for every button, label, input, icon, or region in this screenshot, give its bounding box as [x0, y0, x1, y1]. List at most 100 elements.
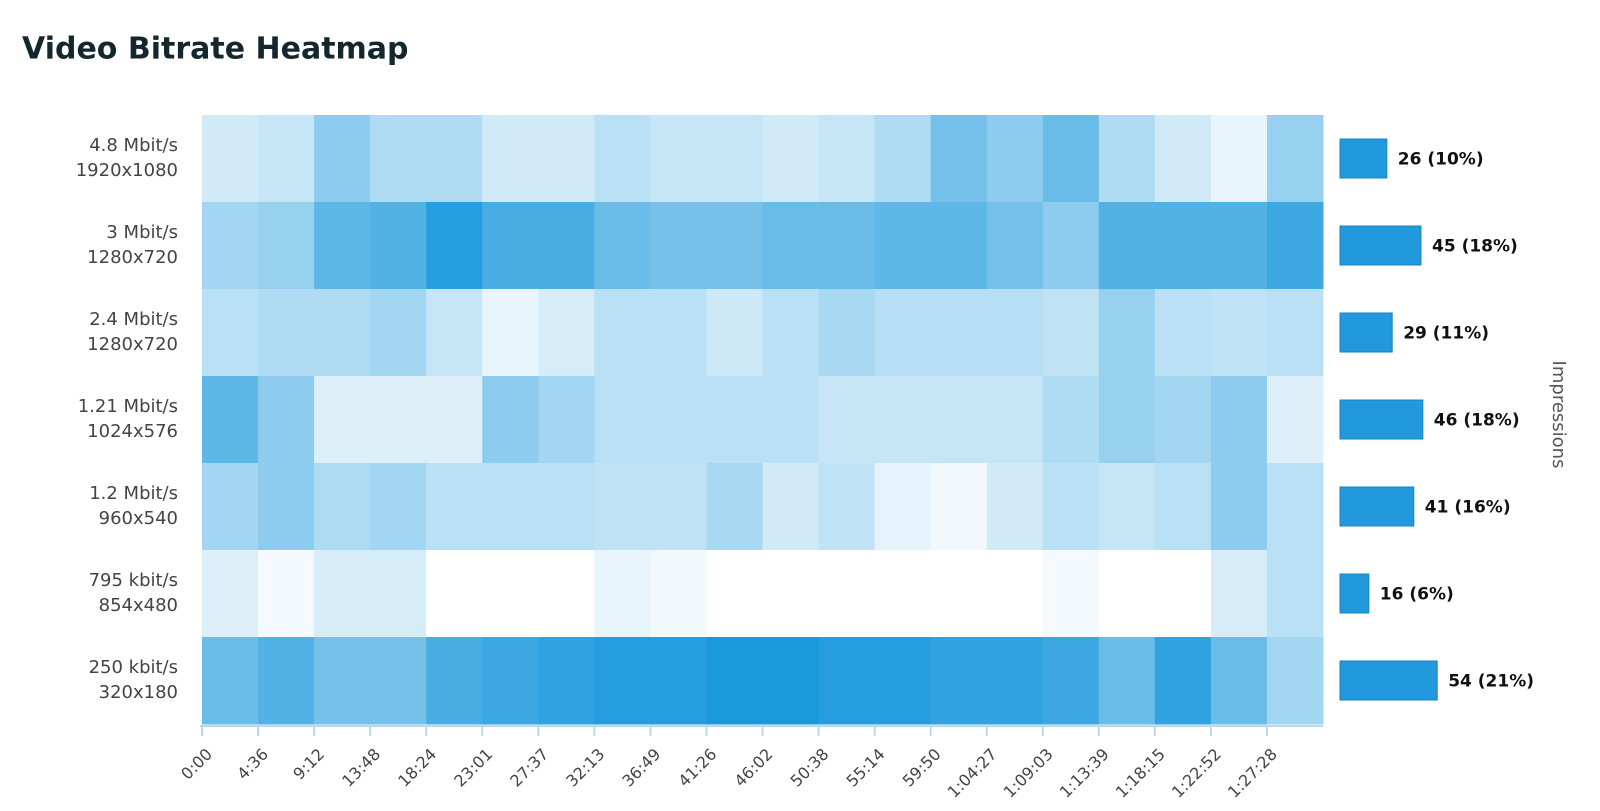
- heat-cell: [762, 637, 820, 725]
- heat-cell: [1098, 115, 1156, 203]
- heat-cell: [314, 463, 371, 551]
- heat-cell: [538, 376, 595, 464]
- heat-cell: [482, 376, 539, 464]
- y-tick-label: 320x180: [99, 682, 178, 703]
- heat-cell: [762, 376, 820, 464]
- bar-value-label: 16 (6%): [1380, 585, 1454, 605]
- y-tick-label: 1.2 Mbit/s: [89, 483, 178, 504]
- heat-cell: [930, 202, 988, 290]
- heat-cell: [874, 376, 932, 464]
- heat-cell: [762, 463, 820, 551]
- heat-cell: [1266, 289, 1324, 377]
- heat-cell: [818, 376, 876, 464]
- heat-cell: [1042, 637, 1100, 725]
- heat-cell: [538, 637, 595, 725]
- x-tick-label: 1:27:28: [1224, 745, 1281, 802]
- heat-cell: [1154, 115, 1212, 203]
- heat-cell: [482, 550, 539, 638]
- heat-cell: [426, 463, 483, 551]
- heat-cell: [1266, 376, 1324, 464]
- bar-value-label: 54 (21%): [1448, 672, 1534, 692]
- heat-cell: [986, 289, 1044, 377]
- heat-cell: [1098, 463, 1156, 551]
- heat-cell: [986, 115, 1044, 203]
- heat-cell: [762, 289, 820, 377]
- heat-cell: [986, 376, 1044, 464]
- heat-cell: [482, 115, 539, 203]
- bar: [1339, 312, 1393, 353]
- heat-cell: [202, 289, 259, 377]
- heat-cell: [1266, 463, 1324, 551]
- heat-cell: [874, 115, 932, 203]
- heat-cell: [426, 550, 483, 638]
- y-tick-label: 2.4 Mbit/s: [89, 309, 178, 330]
- bar: [1339, 486, 1415, 527]
- heat-cell: [482, 202, 539, 290]
- heat-cell: [370, 463, 427, 551]
- heat-cell: [986, 550, 1044, 638]
- heat-cell: [370, 115, 427, 203]
- heat-cell: [1098, 376, 1156, 464]
- heat-cell: [594, 550, 651, 638]
- heat-cell: [1042, 463, 1100, 551]
- y-tick-label: 1920x1080: [76, 160, 178, 181]
- heat-cell: [426, 202, 483, 290]
- heat-cell: [818, 202, 876, 290]
- x-tick-label: 1:22:52: [1168, 745, 1225, 802]
- heat-cell: [426, 289, 483, 377]
- bar: [1339, 399, 1424, 440]
- x-tick-label: 36:49: [618, 745, 664, 791]
- heat-cell: [930, 289, 988, 377]
- heat-cell: [706, 463, 763, 551]
- heat-cell: [538, 550, 595, 638]
- heat-cell: [1210, 637, 1268, 725]
- heat-cell: [930, 550, 988, 638]
- y-tick-label: 250 kbit/s: [89, 657, 178, 678]
- heat-cell: [202, 550, 259, 638]
- heat-cell: [1154, 202, 1212, 290]
- heat-cell: [650, 202, 707, 290]
- heat-cell: [314, 289, 371, 377]
- heat-cell: [1210, 550, 1268, 638]
- heat-cell: [1098, 637, 1156, 725]
- heat-cell: [314, 202, 371, 290]
- heat-cell: [818, 550, 876, 638]
- heat-cell: [258, 463, 315, 551]
- heat-cell: [818, 637, 876, 725]
- heat-cell: [538, 463, 595, 551]
- bar: [1339, 138, 1388, 179]
- bar: [1339, 225, 1422, 266]
- heat-cell: [594, 637, 651, 725]
- x-tick-label: 23:01: [450, 745, 496, 791]
- heat-cell: [482, 463, 539, 551]
- x-tick-label: 1:09:03: [1000, 745, 1057, 802]
- y-tick-label: 854x480: [99, 595, 178, 616]
- chart-title: Video Bitrate Heatmap: [22, 32, 409, 67]
- heat-cell: [706, 202, 763, 290]
- heat-cell: [1154, 637, 1212, 725]
- x-tick-label: 55:14: [843, 745, 889, 791]
- heat-cell: [650, 115, 707, 203]
- y-tick-label: 1024x576: [87, 421, 178, 442]
- x-tick-label: 18:24: [394, 745, 440, 791]
- heat-cell: [314, 376, 371, 464]
- heat-cell: [482, 637, 539, 725]
- x-tick-label: 32:13: [562, 745, 608, 791]
- heat-cell: [202, 637, 259, 725]
- heat-cell: [538, 202, 595, 290]
- heat-cell: [986, 463, 1044, 551]
- heat-cell: [1098, 202, 1156, 290]
- heat-cell: [202, 376, 259, 464]
- heat-cell: [650, 376, 707, 464]
- heat-cell: [1210, 289, 1268, 377]
- heat-cell: [706, 376, 763, 464]
- x-tick-label: 1:13:39: [1056, 745, 1113, 802]
- heat-cell: [258, 289, 315, 377]
- heat-cell: [426, 115, 483, 203]
- heat-cell: [1266, 202, 1324, 290]
- heat-cell: [426, 637, 483, 725]
- x-tick-label: 59:50: [899, 745, 945, 791]
- heat-cell: [1266, 115, 1324, 203]
- y-axis-label: Impressions: [1548, 361, 1569, 469]
